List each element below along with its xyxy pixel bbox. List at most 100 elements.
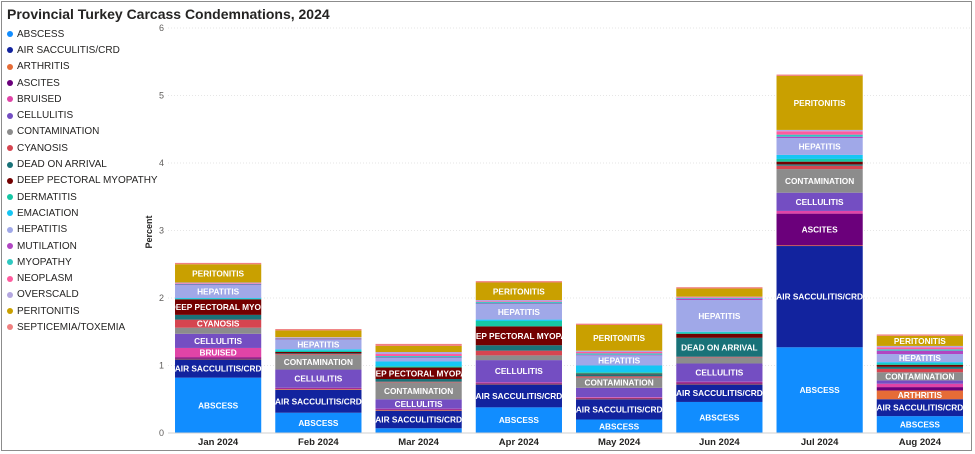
bar-segment-myopathy[interactable]	[576, 353, 663, 355]
bar-segment-cyanosis[interactable]	[676, 356, 763, 358]
bar-segment-cellulitis[interactable]	[275, 369, 362, 388]
bar-segment-deep-pectoral-myopathy[interactable]	[375, 367, 462, 379]
bar-segment-air-sacculitis-crd[interactable]	[275, 389, 362, 413]
bar-segment-bruised[interactable]	[576, 397, 663, 398]
bar-segment-mutilation[interactable]	[876, 350, 963, 355]
legend-item-arthritis[interactable]: ARTHRITIS	[7, 59, 157, 75]
bar-segment-dead-on-arrival[interactable]	[676, 337, 763, 357]
legend-item-abscess[interactable]: ABSCESS	[7, 26, 157, 42]
bar-segment-air-sacculitis-crd[interactable]	[475, 384, 562, 408]
bar-segment-emaciation[interactable]	[576, 365, 663, 373]
legend-item-dermatitis[interactable]: DERMATITIS	[7, 189, 157, 205]
bar-segment-bruised[interactable]	[876, 383, 963, 388]
bar-segment-myopathy[interactable]	[776, 134, 863, 137]
bar-segment-contamination[interactable]	[175, 327, 262, 334]
bar-segment-ascites[interactable]	[375, 409, 462, 411]
legend-item-neoplasm[interactable]: NEOPLASM	[7, 270, 157, 286]
bar-segment-air-sacculitis-crd[interactable]	[576, 399, 663, 420]
bar-segment-abscess[interactable]	[576, 419, 663, 434]
bar-segment-cyanosis[interactable]	[576, 376, 663, 378]
bar-segment-peritonitis[interactable]	[475, 282, 562, 301]
legend-item-cellulitis[interactable]: CELLULITIS	[7, 107, 157, 123]
bar-segment-arthritis[interactable]	[776, 245, 863, 247]
legend-item-contamination[interactable]: CONTAMINATION	[7, 124, 157, 140]
bar-segment-neoplasm[interactable]	[676, 297, 763, 298]
bar-segment-bruised[interactable]	[475, 382, 562, 384]
bar-segment-arthritis[interactable]	[576, 398, 663, 400]
bar-segment-cellulitis[interactable]	[175, 333, 262, 348]
bar-segment-hepatitis[interactable]	[676, 300, 763, 332]
bar-segment-air-sacculitis-crd[interactable]	[776, 246, 863, 348]
bar-segment-bruised[interactable]	[175, 347, 262, 358]
legend-item-overscald[interactable]: OVERSCALD	[7, 287, 157, 303]
bar-segment-overscald[interactable]	[776, 129, 863, 132]
bar-segment-emaciation[interactable]	[475, 319, 562, 321]
bar-segment-septicemia-toxemia[interactable]	[375, 343, 462, 346]
bar-segment-cellulitis[interactable]	[676, 363, 763, 382]
bar-segment-myopathy[interactable]	[475, 302, 562, 304]
bar-segment-arthritis[interactable]	[375, 410, 462, 411]
bar-segment-dead-on-arrival[interactable]	[576, 374, 663, 377]
bar-segment-hepatitis[interactable]	[776, 138, 863, 155]
bar-segment-emaciation[interactable]	[375, 361, 462, 367]
bar-segment-contamination[interactable]	[776, 169, 863, 193]
bar-segment-peritonitis[interactable]	[576, 325, 663, 351]
bar-segment-dermatitis[interactable]	[776, 158, 863, 162]
legend-item-deep-pectoral-myopathy[interactable]: DEEP PECTORAL MYOPATHY	[7, 173, 158, 189]
bar-segment-air-sacculitis-crd[interactable]	[375, 410, 462, 429]
bar-segment-overscald[interactable]	[475, 300, 562, 302]
bar-segment-cellulitis[interactable]	[876, 380, 963, 384]
bar-segment-peritonitis[interactable]	[175, 264, 262, 283]
bar-segment-hepatitis[interactable]	[576, 355, 663, 366]
bar-segment-ascites[interactable]	[576, 397, 663, 399]
bar-segment-overscald[interactable]	[275, 337, 362, 338]
bar-segment-bruised[interactable]	[275, 387, 362, 389]
bar-segment-dead-on-arrival[interactable]	[776, 164, 863, 166]
bar-segment-cyanosis[interactable]	[275, 354, 362, 355]
bar-segment-dermatitis[interactable]	[676, 332, 763, 334]
bar-segment-hepatitis[interactable]	[375, 358, 462, 362]
bar-segment-peritonitis[interactable]	[275, 330, 362, 338]
bar-segment-deep-pectoral-myopathy[interactable]	[475, 326, 562, 346]
bar-segment-neoplasm[interactable]	[175, 283, 262, 284]
bar-segment-peritonitis[interactable]	[676, 288, 763, 297]
bar-segment-cyanosis[interactable]	[475, 350, 562, 356]
bar-segment-mutilation[interactable]	[576, 354, 663, 356]
bar-segment-deep-pectoral-myopathy[interactable]	[275, 352, 362, 354]
bar-segment-abscess[interactable]	[776, 347, 863, 433]
legend-item-emaciation[interactable]: EMACIATION	[7, 205, 157, 221]
legend-item-cyanosis[interactable]: CYANOSIS	[7, 140, 157, 156]
bar-segment-myopathy[interactable]	[676, 298, 763, 299]
bar-segment-dermatitis[interactable]	[876, 363, 963, 365]
bar-segment-air-sacculitis-crd[interactable]	[175, 359, 262, 378]
bar-segment-mutilation[interactable]	[776, 136, 863, 139]
bar-segment-peritonitis[interactable]	[876, 335, 963, 346]
bar-segment-hepatitis[interactable]	[275, 339, 362, 350]
bar-segment-mutilation[interactable]	[676, 298, 763, 301]
bar-segment-ascites[interactable]	[275, 388, 362, 390]
bar-segment-deep-pectoral-myopathy[interactable]	[676, 333, 763, 338]
bar-segment-contamination[interactable]	[475, 355, 562, 361]
bar-segment-deep-pectoral-myopathy[interactable]	[175, 299, 262, 315]
bar-segment-septicemia-toxemia[interactable]	[475, 281, 562, 283]
legend-item-myopathy[interactable]: MYOPATHY	[7, 254, 157, 270]
bar-segment-ascites[interactable]	[876, 387, 963, 391]
bar-segment-ascites[interactable]	[776, 213, 863, 246]
bar-segment-arthritis[interactable]	[475, 383, 562, 385]
bar-segment-deep-pectoral-myopathy[interactable]	[576, 373, 663, 375]
bar-segment-hepatitis[interactable]	[175, 285, 262, 298]
bar-segment-myopathy[interactable]	[375, 356, 462, 358]
bar-segment-cellulitis[interactable]	[776, 192, 863, 211]
bar-segment-dermatitis[interactable]	[275, 350, 362, 352]
bar-segment-abscess[interactable]	[375, 428, 462, 433]
legend-item-peritonitis[interactable]: PERITONITIS	[7, 303, 157, 319]
bar-segment-hepatitis[interactable]	[876, 354, 963, 363]
bar-segment-contamination[interactable]	[375, 382, 462, 400]
bar-segment-emaciation[interactable]	[876, 362, 963, 364]
legend-item-ascites[interactable]: ASCITES	[7, 75, 157, 91]
bar-segment-dermatitis[interactable]	[475, 320, 562, 327]
bar-segment-contamination[interactable]	[576, 377, 663, 388]
bar-segment-emaciation[interactable]	[175, 298, 262, 299]
bar-segment-septicemia-toxemia[interactable]	[676, 287, 763, 289]
bar-segment-dead-on-arrival[interactable]	[275, 353, 362, 355]
